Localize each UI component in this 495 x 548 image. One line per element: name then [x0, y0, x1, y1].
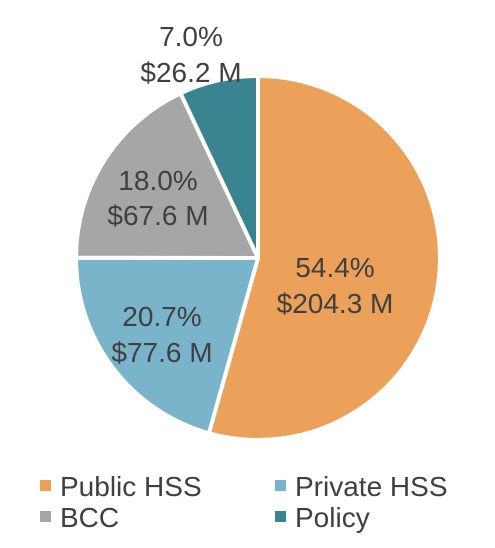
legend-label: Private HSS: [295, 471, 448, 502]
pie-slices: [73, 74, 442, 442]
pie-slice-bcc: [74, 91, 260, 260]
legend-label: BCC: [60, 502, 119, 533]
legend-swatch: [40, 480, 51, 491]
legend-swatch: [275, 511, 286, 522]
slice-value-label: $204.3 M: [277, 288, 394, 319]
legend-swatch: [40, 511, 51, 522]
slice-percent-label: 18.0%: [118, 165, 197, 196]
legend-swatch: [275, 480, 286, 491]
slice-value-label: $67.6 M: [107, 200, 208, 231]
pie-slice-private-hss: [73, 255, 260, 436]
legend-label: Public HSS: [60, 471, 202, 502]
slice-percent-label: 20.7%: [122, 301, 201, 332]
pie-slice-policy: [178, 74, 260, 260]
slice-percent-label: 54.4%: [295, 252, 374, 283]
legend: Public HSS Private HSS BCC Policy: [40, 471, 448, 533]
slice-percent-label: 7.0%: [159, 21, 223, 52]
slice-value-label: $26.2 M: [140, 57, 241, 88]
pie-slice-public-hss: [206, 74, 442, 442]
slice-value-label: $77.6 M: [111, 337, 212, 368]
legend-label: Policy: [295, 502, 370, 533]
slice-labels: 54.4% $204.3 M 20.7% $77.6 M 18.0% $67.6 M 7.0…: [107, 21, 393, 368]
